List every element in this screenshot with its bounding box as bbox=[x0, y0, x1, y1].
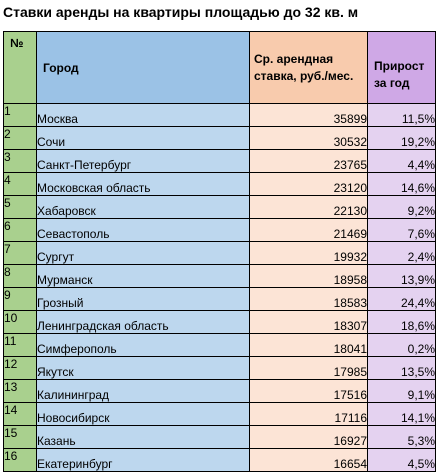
table-row: 12 Якутск 17985 13,5% bbox=[3, 356, 436, 380]
cell-city[interactable]: Новосибирск bbox=[36, 402, 250, 426]
cell-city[interactable]: Мурманск bbox=[36, 264, 250, 288]
cell-number[interactable]: 12 bbox=[3, 356, 37, 380]
cell-number[interactable]: 3 bbox=[3, 149, 37, 173]
cell-city[interactable]: Москва bbox=[36, 103, 250, 127]
cell-rent[interactable]: 18583 bbox=[249, 287, 368, 311]
cell-number[interactable]: 1 bbox=[3, 103, 37, 127]
cell-rent[interactable]: 16927 bbox=[249, 425, 368, 449]
cell-growth[interactable]: 13,9% bbox=[367, 264, 436, 288]
table-row: 11 Симферополь 18041 0,2% bbox=[3, 333, 436, 357]
cell-growth[interactable]: 9,1% bbox=[367, 379, 436, 403]
cell-rent[interactable]: 23765 bbox=[249, 149, 368, 173]
cell-city[interactable]: Екатеринбург bbox=[36, 448, 250, 472]
cell-number[interactable]: 7 bbox=[3, 241, 37, 265]
cell-city[interactable]: Якутск bbox=[36, 356, 250, 380]
cell-city[interactable]: Санкт-Петербург bbox=[36, 149, 250, 173]
cell-rent[interactable]: 17116 bbox=[249, 402, 368, 426]
cell-number[interactable]: 10 bbox=[3, 310, 37, 334]
table-row: 1 Москва 35899 11,5% bbox=[3, 103, 436, 127]
cell-growth[interactable]: 7,6% bbox=[367, 218, 436, 242]
cell-rent[interactable]: 23120 bbox=[249, 172, 368, 196]
cell-rent[interactable]: 21469 bbox=[249, 218, 368, 242]
cell-city[interactable]: Сочи bbox=[36, 126, 250, 150]
cell-city[interactable]: Калининград bbox=[36, 379, 250, 403]
cell-growth[interactable]: 13,5% bbox=[367, 356, 436, 380]
cell-number[interactable]: 4 bbox=[3, 172, 37, 196]
cell-rent[interactable]: 19932 bbox=[249, 241, 368, 265]
table-row: 15 Казань 16927 5,3% bbox=[3, 425, 436, 449]
cell-growth[interactable]: 14,6% bbox=[367, 172, 436, 196]
cell-rent[interactable]: 18041 bbox=[249, 333, 368, 357]
cell-number[interactable]: 6 bbox=[3, 218, 37, 242]
table-row: 7 Сургут 19932 2,4% bbox=[3, 241, 436, 265]
header-growth[interactable]: Прирост за год bbox=[367, 31, 436, 104]
cell-rent[interactable]: 16654 bbox=[249, 448, 368, 472]
table-row: 16 Екатеринбург 16654 4,5% bbox=[3, 448, 436, 472]
cell-growth[interactable]: 18,6% bbox=[367, 310, 436, 334]
cell-number[interactable]: 14 bbox=[3, 402, 37, 426]
table-row: 14 Новосибирск 17116 14,1% bbox=[3, 402, 436, 426]
table-header: № Город Ср. арендная ставка, руб./мес. П… bbox=[3, 31, 436, 104]
cell-growth[interactable]: 5,3% bbox=[367, 425, 436, 449]
cell-city[interactable]: Грозный bbox=[36, 287, 250, 311]
cell-rent[interactable]: 30532 bbox=[249, 126, 368, 150]
cell-growth[interactable]: 0,2% bbox=[367, 333, 436, 357]
cell-city[interactable]: Ленинградская область bbox=[36, 310, 250, 334]
cell-number[interactable]: 5 bbox=[3, 195, 37, 219]
cell-growth[interactable]: 4,4% bbox=[367, 149, 436, 173]
table-row: 9 Грозный 18583 24,4% bbox=[3, 287, 436, 311]
cell-city[interactable]: Московская область bbox=[36, 172, 250, 196]
cell-growth[interactable]: 11,5% bbox=[367, 103, 436, 127]
cell-growth[interactable]: 24,4% bbox=[367, 287, 436, 311]
header-rent[interactable]: Ср. арендная ставка, руб./мес. bbox=[249, 31, 368, 104]
table-row: 13 Калининград 17516 9,1% bbox=[3, 379, 436, 403]
table-row: 10 Ленинградская область 18307 18,6% bbox=[3, 310, 436, 334]
cell-city[interactable]: Казань bbox=[36, 425, 250, 449]
cell-number[interactable]: 8 bbox=[3, 264, 37, 288]
header-city[interactable]: Город bbox=[36, 31, 250, 104]
cell-city[interactable]: Сургут bbox=[36, 241, 250, 265]
cell-rent[interactable]: 35899 bbox=[249, 103, 368, 127]
page-title: Ставки аренды на квартиры площадью до 32… bbox=[3, 4, 359, 20]
cell-rent[interactable]: 17985 bbox=[249, 356, 368, 380]
table-body: 1 Москва 35899 11,5% 2 Сочи 30532 19,2% 3 Санкт-П… bbox=[3, 103, 436, 472]
table-row: 8 Мурманск 18958 13,9% bbox=[3, 264, 436, 288]
cell-number[interactable]: 15 bbox=[3, 425, 37, 449]
table-row: 3 Санкт-Петербург 23765 4,4% bbox=[3, 149, 436, 173]
cell-city[interactable]: Хабаровск bbox=[36, 195, 250, 219]
header-number[interactable]: № bbox=[3, 31, 37, 104]
cell-number[interactable]: 2 bbox=[3, 126, 37, 150]
rent-table: № Город Ср. арендная ставка, руб./мес. П… bbox=[3, 31, 436, 472]
cell-city[interactable]: Севастополь bbox=[36, 218, 250, 242]
cell-number[interactable]: 9 bbox=[3, 287, 37, 311]
table-row: 2 Сочи 30532 19,2% bbox=[3, 126, 436, 150]
cell-number[interactable]: 13 bbox=[3, 379, 37, 403]
cell-growth[interactable]: 19,2% bbox=[367, 126, 436, 150]
cell-rent[interactable]: 18307 bbox=[249, 310, 368, 334]
cell-rent[interactable]: 18958 bbox=[249, 264, 368, 288]
cell-city[interactable]: Симферополь bbox=[36, 333, 250, 357]
cell-number[interactable]: 11 bbox=[3, 333, 37, 357]
cell-growth[interactable]: 14,1% bbox=[367, 402, 436, 426]
cell-rent[interactable]: 17516 bbox=[249, 379, 368, 403]
table-row: 5 Хабаровск 22130 9,2% bbox=[3, 195, 436, 219]
cell-growth[interactable]: 9,2% bbox=[367, 195, 436, 219]
table-row: 4 Московская область 23120 14,6% bbox=[3, 172, 436, 196]
cell-number[interactable]: 16 bbox=[3, 448, 37, 472]
table-row: 6 Севастополь 21469 7,6% bbox=[3, 218, 436, 242]
cell-rent[interactable]: 22130 bbox=[249, 195, 368, 219]
cell-growth[interactable]: 2,4% bbox=[367, 241, 436, 265]
cell-growth[interactable]: 4,5% bbox=[367, 448, 436, 472]
